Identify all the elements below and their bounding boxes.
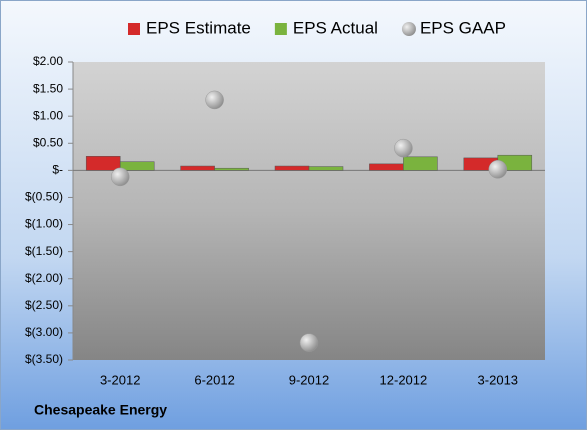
gaap-point (110, 167, 130, 187)
legend-label: EPS GAAP (420, 18, 506, 37)
y-tick-label: $(0.50) (25, 190, 63, 204)
bar (119, 161, 155, 171)
bar (369, 163, 404, 171)
gaap-point (205, 90, 224, 110)
bar (308, 166, 344, 171)
x-tick-label: 12-2012 (380, 372, 428, 387)
legend-marker (128, 23, 140, 35)
x-tick-label: 3-2013 (478, 372, 518, 387)
gaap-point (394, 138, 413, 158)
plot-area (73, 62, 545, 360)
y-tick-label: $2.00 (33, 54, 63, 68)
y-tick-label: $(3.50) (25, 352, 63, 366)
y-tick-label: $(1.00) (25, 217, 63, 231)
gaap-point (299, 333, 319, 352)
y-tick-label: $1.00 (33, 108, 63, 122)
y-tick-label: $- (52, 163, 63, 177)
gaap-point (488, 160, 508, 179)
y-tick-label: $(2.00) (25, 271, 63, 285)
x-tick-label: 3-2012 (100, 372, 140, 387)
legend-marker (274, 23, 287, 35)
legend-marker (401, 22, 416, 36)
y-tick-label: $0.50 (33, 135, 63, 149)
bar (85, 156, 121, 171)
bar (274, 165, 310, 171)
x-tick-label: 9-2012 (289, 372, 329, 387)
legend-label: EPS Actual (293, 18, 378, 37)
x-tick-label: 6-2012 (194, 372, 234, 387)
y-tick-label: $(2.50) (25, 298, 63, 312)
y-tick-label: $(1.50) (25, 244, 63, 258)
bar (403, 156, 438, 171)
y-tick-label: $(3.00) (25, 325, 63, 339)
annotation: Chesapeake Energy (34, 402, 167, 418)
legend: EPS Estimate EPS Actual EPS GAAP (128, 18, 506, 37)
y-tick-label: $1.50 (33, 81, 63, 95)
bar (214, 167, 249, 171)
legend-label: EPS Estimate (146, 18, 251, 37)
bar (180, 165, 215, 171)
